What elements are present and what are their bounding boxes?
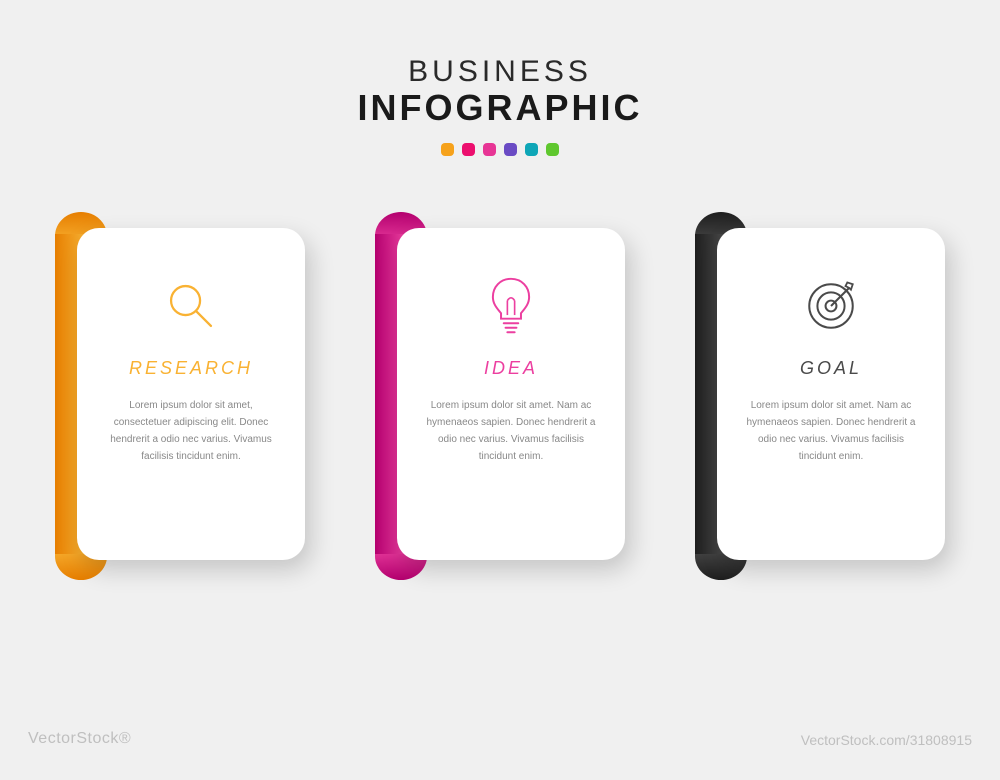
card: GOAL Lorem ipsum dolor sit amet. Nam ac h… <box>695 226 945 566</box>
magnifier-icon-slot <box>162 266 220 346</box>
card-title: GOAL <box>800 358 862 379</box>
header: BUSINESS INFOGRAPHIC <box>0 0 1000 156</box>
bulb-icon <box>482 273 540 339</box>
accent-dot <box>525 143 538 156</box>
card-text: Lorem ipsum dolor sit amet. Nam ac hymen… <box>425 397 597 465</box>
accent-dot <box>462 143 475 156</box>
accent-dot <box>546 143 559 156</box>
card: RESEARCH Lorem ipsum dolor sit amet, cons… <box>55 226 305 566</box>
magnifier-icon <box>162 277 220 335</box>
bulb-icon-slot <box>482 266 540 346</box>
card-body: RESEARCH Lorem ipsum dolor sit amet, cons… <box>77 228 305 560</box>
card-title: RESEARCH <box>129 358 253 379</box>
card-body: IDEA Lorem ipsum dolor sit amet. Nam ac h… <box>397 228 625 560</box>
card-text: Lorem ipsum dolor sit amet. Nam ac hymen… <box>745 397 917 465</box>
accent-dot <box>441 143 454 156</box>
card-text: Lorem ipsum dolor sit amet, consectetuer… <box>105 397 277 465</box>
accent-dot <box>504 143 517 156</box>
title-line1: BUSINESS <box>0 55 1000 89</box>
accent-dot <box>483 143 496 156</box>
cards-row: RESEARCH Lorem ipsum dolor sit amet, cons… <box>0 226 1000 566</box>
target-icon-slot <box>802 266 860 346</box>
accent-dots <box>0 143 1000 156</box>
card-title: IDEA <box>484 358 538 379</box>
card: IDEA Lorem ipsum dolor sit amet. Nam ac h… <box>375 226 625 566</box>
watermark-right: VectorStock.com/31808915 <box>801 732 972 748</box>
watermark-left: VectorStock® <box>28 730 131 748</box>
card-body: GOAL Lorem ipsum dolor sit amet. Nam ac h… <box>717 228 945 560</box>
target-icon <box>802 277 860 335</box>
title-line2: INFOGRAPHIC <box>0 87 1000 129</box>
